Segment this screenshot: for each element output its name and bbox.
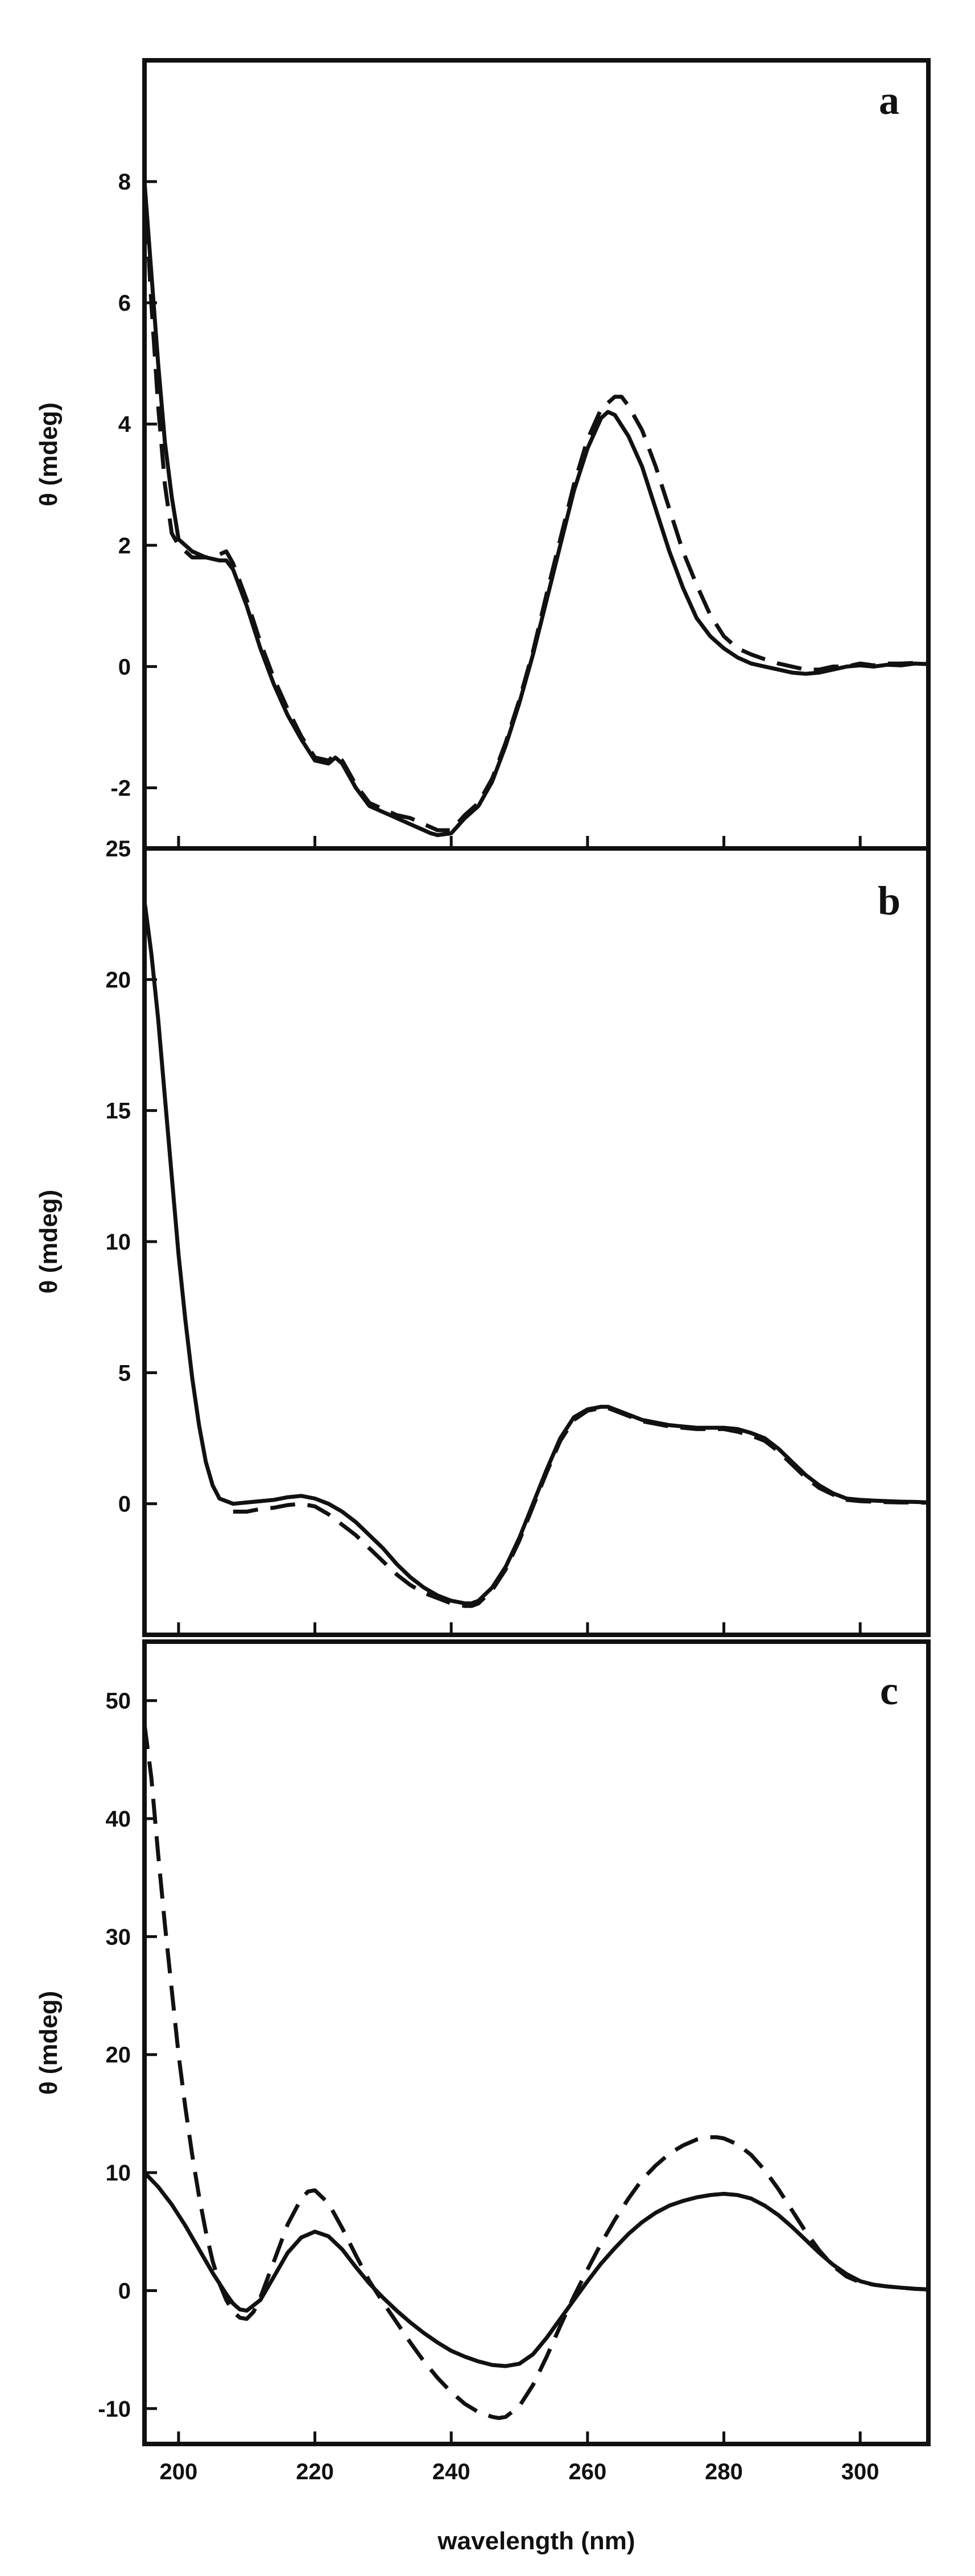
- panel-a: -2 0 2 4 6 8 a θ (mdeg): [35, 58, 931, 851]
- panel-b-letter: b: [878, 878, 900, 924]
- y-tick-label: 30: [106, 1924, 131, 1949]
- panel-a-frame: [142, 58, 931, 851]
- panel-b-frame: [142, 846, 931, 1637]
- y-tick-label: 4: [118, 412, 131, 437]
- y-tick-label: 50: [106, 1689, 131, 1714]
- panel-b-series: [142, 898, 931, 1608]
- x-tick-label: 220: [296, 2459, 334, 2484]
- y-tick-label: 6: [118, 291, 131, 316]
- panel-a-series: [142, 179, 931, 838]
- y-tick-label: 0: [118, 2278, 131, 2303]
- series-line-dashed: [142, 181, 929, 832]
- panel-a-y-axis-label: θ (mdeg): [35, 402, 63, 506]
- y-tick-label: 5: [118, 1361, 131, 1386]
- series-line-solid: [142, 898, 931, 1606]
- y-tick-label: 20: [106, 967, 131, 992]
- series-line-solid: [142, 179, 931, 838]
- y-tick-label: 8: [118, 170, 131, 195]
- panel-b: 0 5 10 15 20 25 b θ (mdeg): [35, 836, 931, 1637]
- panel-c-series: [142, 1724, 931, 2420]
- x-tick-label: 280: [705, 2459, 743, 2484]
- x-tick-label: 260: [568, 2459, 606, 2484]
- y-tick-label: 0: [118, 1492, 131, 1517]
- panel-c-letter: c: [880, 1668, 898, 1713]
- series-line-dashed: [233, 1406, 929, 1608]
- panel-c-x-axis-label: wavelength (nm): [437, 2527, 635, 2555]
- panel-b-y-axis-label: θ (mdeg): [35, 1190, 63, 1294]
- y-tick-label: 0: [118, 654, 131, 679]
- panel-b-ticks: 0 5 10 15 20 25: [106, 836, 862, 1635]
- panel-c-frame: [142, 1639, 931, 2446]
- x-tick-label: 200: [160, 2459, 198, 2484]
- panel-c-y-axis-label: θ (mdeg): [35, 1991, 63, 2095]
- panel-a-letter: a: [879, 77, 899, 123]
- y-tick-label: 2: [118, 533, 131, 558]
- y-tick-label: 25: [106, 836, 131, 862]
- y-tick-label: 10: [106, 1230, 131, 1255]
- series-line-dashed: [142, 1724, 929, 2420]
- panel-a-ticks: -2 0 2 4 6 8: [110, 170, 862, 848]
- y-tick-label: 10: [106, 2161, 131, 2186]
- y-tick-label: 20: [106, 2043, 131, 2068]
- panel-c: -10 0 10 20 30 40 50 200 220 240 260 280 300 c θ (md…: [35, 1639, 931, 2555]
- panel-c-ticks: -10 0 10 20 30 40 50 200 220 240 260 280 300: [98, 1689, 879, 2484]
- x-tick-label: 240: [432, 2459, 470, 2484]
- series-line-solid: [142, 2170, 931, 2368]
- y-tick-label: 15: [106, 1099, 131, 1124]
- y-tick-label: -2: [110, 776, 131, 801]
- x-tick-label: 300: [841, 2459, 879, 2484]
- y-tick-label: -10: [98, 2397, 131, 2422]
- y-tick-label: 40: [106, 1807, 131, 1832]
